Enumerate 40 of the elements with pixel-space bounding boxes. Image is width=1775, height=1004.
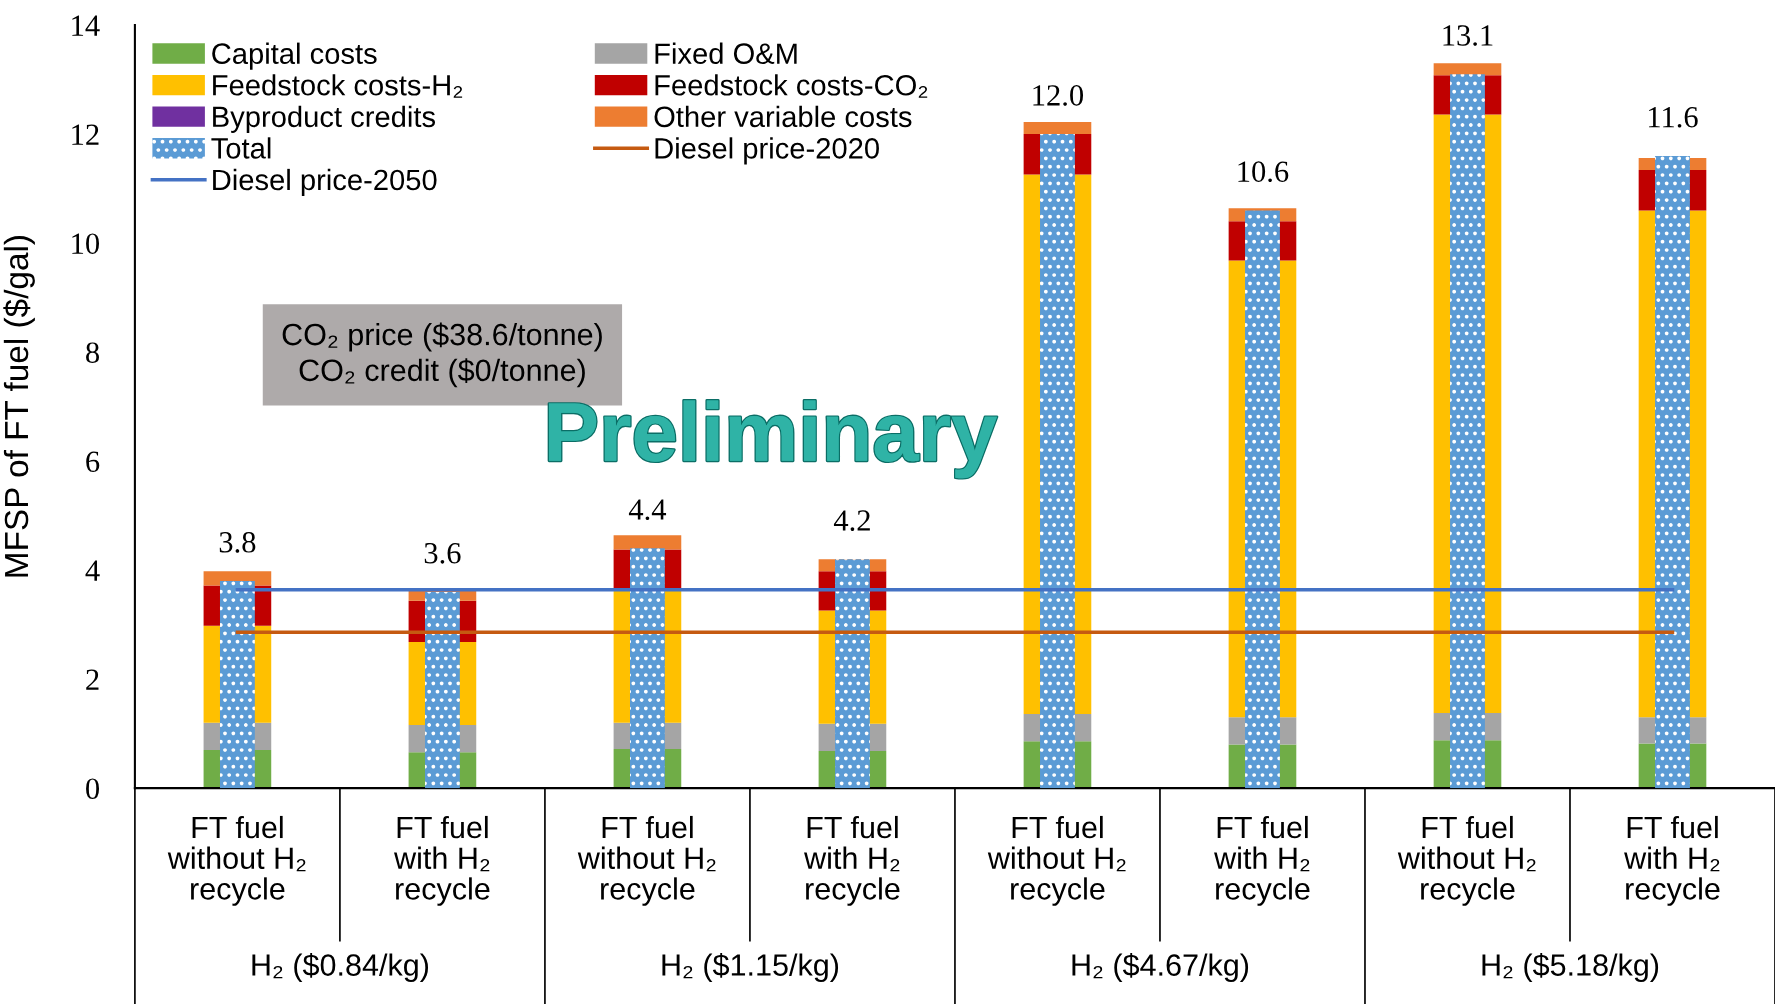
x-tick-label: FT fuel without H₂ recycle — [1397, 815, 1536, 906]
text: H₂ ($1.15/kg) — [662, 952, 839, 982]
legend-label: Feedstock costs-H₂ — [213, 74, 463, 98]
legend-label: Diesel price-2020 — [655, 137, 879, 165]
data-label: 4.4 — [628, 499, 667, 521]
x-tick-label: FT fuel with H₂ recycle — [1624, 815, 1720, 906]
y-tick-label: 2 — [86, 669, 99, 690]
data-label: 3.8 — [219, 531, 256, 553]
data-label: 10.6 — [1238, 161, 1289, 183]
legend-label: Capital costs — [212, 42, 377, 70]
y-axis-title: MFSP of FT fuel ($/gal) — [3, 236, 35, 577]
text: H₂ ($5.18/kg) — [1482, 952, 1659, 982]
y-tick-label: 14 — [72, 15, 100, 36]
annotation: Preliminary — [549, 400, 997, 479]
annotation: CO₂ price ($38.6/tonne) CO₂ credit ($0/tonne) — [282, 322, 602, 388]
x-tick-label: FT fuel with H₂ recycle — [394, 815, 490, 906]
y-tick-label: 10 — [72, 233, 100, 255]
y-tick-label: 0 — [86, 778, 100, 800]
y-tick-label: 8 — [86, 342, 100, 364]
x-tick-label: FT fuel without H₂ recycle — [987, 815, 1126, 906]
data-label: 12.0 — [1033, 85, 1084, 106]
legend-label: Fixed O&M — [655, 42, 797, 65]
x-tick-label: FT fuel without H₂ recycle — [577, 815, 716, 906]
y-tick-label: 6 — [86, 451, 100, 473]
x-tick-label: FT fuel with H₂ recycle — [1214, 815, 1310, 906]
x-tick-label: FT fuel without H₂ recycle — [167, 815, 306, 906]
legend-label: Other variable costs — [654, 105, 912, 128]
y-tick-label: 4 — [85, 560, 100, 581]
x-tick-label: FT fuel with H₂ recycle — [804, 815, 900, 906]
legend-label: Diesel price-2050 — [213, 168, 437, 197]
legend-label: Feedstock costs-CO₂ — [655, 74, 928, 98]
legend-label: Byproduct credits — [213, 105, 436, 133]
data-label: 4.2 — [833, 510, 870, 531]
y-tick-label: 12 — [72, 124, 99, 145]
text: H₂ ($0.84/kg) — [252, 952, 429, 982]
data-label: 13.1 — [1443, 25, 1493, 46]
data-label: 11.6 — [1649, 106, 1698, 128]
data-label: 3.6 — [424, 542, 461, 564]
legend-label: Total — [211, 137, 271, 159]
text: H₂ ($4.67/kg) — [1072, 952, 1249, 982]
